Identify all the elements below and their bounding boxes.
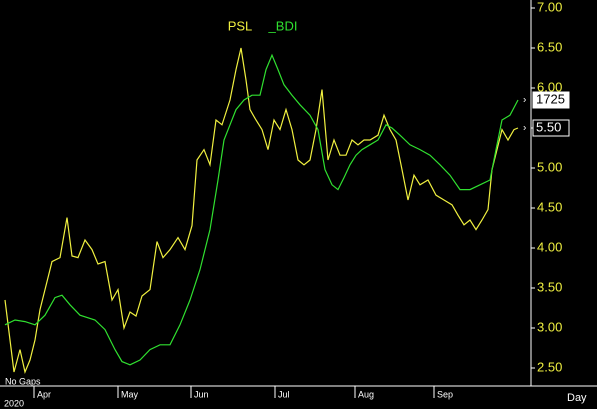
x-tick-label: Jul [278, 389, 290, 399]
end-arrow: › [523, 123, 526, 134]
y-tick-label: 3.00 [537, 319, 562, 334]
y-tick-label: 7.00 [537, 0, 562, 14]
legend-entry: _BDI [268, 18, 298, 33]
end-arrow: › [523, 95, 526, 106]
note: No Gaps [5, 376, 41, 386]
end-label: 5.50 [536, 119, 561, 134]
x-tick-label: Sep [437, 389, 453, 399]
end-label-box [532, 91, 570, 109]
series-line [4, 53, 519, 366]
x-tick-label: Jun [194, 389, 209, 399]
series-line [4, 47, 519, 374]
y-tick-label: 3.50 [537, 279, 562, 294]
y-tick-label: 6.00 [537, 79, 562, 94]
end-label-box [532, 119, 570, 137]
x-tick-label: May [121, 389, 139, 399]
y-tick-label: 2.50 [537, 359, 562, 374]
y-tick-label: 5.00 [537, 159, 562, 174]
year-label: 2020 [4, 398, 24, 408]
x-unit-label: Day [567, 392, 587, 404]
y-tick-label: 6.50 [537, 39, 562, 54]
y-tick-label: 4.00 [537, 239, 562, 254]
legend-entry: PSL [228, 18, 253, 33]
y-tick-label: 4.50 [537, 199, 562, 214]
x-tick-label: Apr [37, 389, 51, 399]
end-label: 1725 [536, 91, 565, 106]
x-tick-label: Aug [358, 389, 374, 399]
